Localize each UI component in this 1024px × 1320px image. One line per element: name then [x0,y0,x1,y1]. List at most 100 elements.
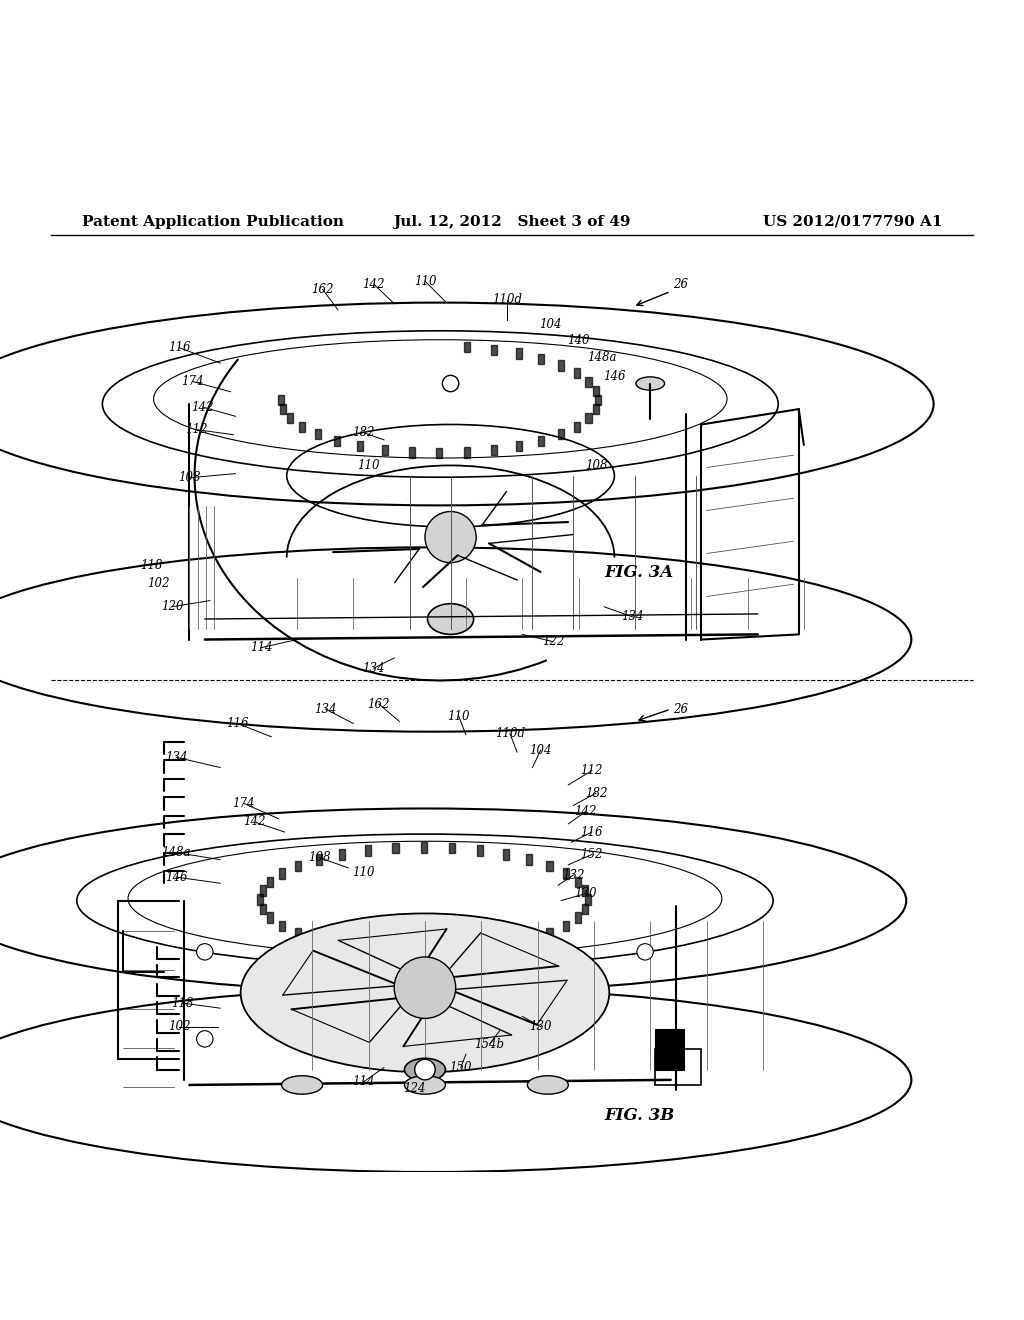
Text: 26: 26 [674,702,688,715]
Bar [595,395,601,405]
Bar [315,935,322,945]
Bar [558,429,564,440]
Text: 162: 162 [368,697,390,710]
Ellipse shape [527,1076,568,1094]
Bar [586,413,592,424]
Text: 110: 110 [414,275,436,288]
Bar [526,854,532,865]
Text: 142: 142 [574,805,597,818]
Text: US 2012/0177790 A1: US 2012/0177790 A1 [763,215,942,228]
Bar [526,935,532,945]
Circle shape [425,512,476,562]
Bar [490,345,497,355]
Bar [259,886,265,896]
Bar [295,861,301,871]
Circle shape [394,957,456,1019]
Bar [382,445,388,455]
Text: 108: 108 [178,471,201,484]
Bar [315,854,322,865]
Text: 146: 146 [165,871,187,883]
Bar [655,1028,684,1069]
Bar [477,845,483,855]
Bar [299,421,305,432]
Bar [267,876,273,887]
Circle shape [637,944,653,960]
Text: 134: 134 [362,661,385,675]
Circle shape [415,1060,435,1080]
Bar [464,342,470,352]
Bar [539,354,545,364]
Bar [278,395,284,405]
Bar [279,869,285,879]
Bar [547,861,553,871]
Text: 26: 26 [674,277,688,290]
Bar [339,849,345,859]
Text: 150: 150 [450,1061,472,1074]
Text: 148a: 148a [588,351,616,364]
Text: 108: 108 [585,459,607,473]
Text: 134: 134 [165,751,187,764]
Text: 182: 182 [352,426,375,440]
Bar [655,1049,701,1085]
Text: 110: 110 [357,459,380,473]
Ellipse shape [282,1076,323,1094]
Ellipse shape [404,1076,445,1094]
Text: 130: 130 [574,887,597,900]
Text: 152: 152 [581,847,603,861]
Bar [267,912,273,923]
Text: 112: 112 [581,764,603,777]
Bar [573,421,580,432]
Bar [574,876,581,887]
Bar [295,928,301,939]
Bar [279,920,285,931]
Bar [585,895,591,904]
Text: 110: 110 [352,866,375,879]
Bar [573,368,580,379]
Text: 102: 102 [147,577,170,590]
Text: 122: 122 [542,635,564,648]
Bar [563,869,569,879]
Ellipse shape [241,913,609,1072]
Text: 182: 182 [585,787,607,800]
Bar [574,912,581,923]
Bar [436,449,442,458]
Bar [563,920,569,931]
Text: 148a: 148a [162,846,190,859]
Text: 104: 104 [529,743,552,756]
Bar [450,843,456,853]
Bar [392,843,398,853]
Text: 142: 142 [191,400,214,413]
Text: 130: 130 [529,1020,552,1034]
Text: 142: 142 [243,816,265,828]
Bar [314,429,321,440]
Ellipse shape [636,378,665,391]
Ellipse shape [404,1059,445,1081]
Text: 162: 162 [311,282,334,296]
Text: 110d: 110d [492,293,522,306]
Text: 116: 116 [226,717,249,730]
Text: FIG. 3A: FIG. 3A [604,565,674,581]
Bar [558,360,564,371]
Circle shape [442,375,459,392]
Text: 110: 110 [447,710,470,723]
Text: 114: 114 [250,642,272,655]
Bar [365,845,371,855]
Bar [421,842,427,853]
Text: Jul. 12, 2012   Sheet 3 of 49: Jul. 12, 2012 Sheet 3 of 49 [393,215,631,228]
Bar [516,441,522,451]
Text: 118: 118 [171,997,194,1010]
Text: 108: 108 [308,851,331,865]
Bar [464,447,470,458]
Circle shape [197,1031,213,1047]
Text: Patent Application Publication: Patent Application Publication [82,215,344,228]
Text: 140: 140 [567,334,590,347]
Bar [583,904,589,913]
Text: 134: 134 [622,610,644,623]
Bar [593,385,599,396]
Circle shape [197,944,213,960]
Bar [593,404,599,414]
Text: 112: 112 [185,424,208,436]
Text: FIG. 3B: FIG. 3B [604,1107,675,1125]
Text: 116: 116 [581,825,603,838]
Text: 116: 116 [168,341,190,354]
